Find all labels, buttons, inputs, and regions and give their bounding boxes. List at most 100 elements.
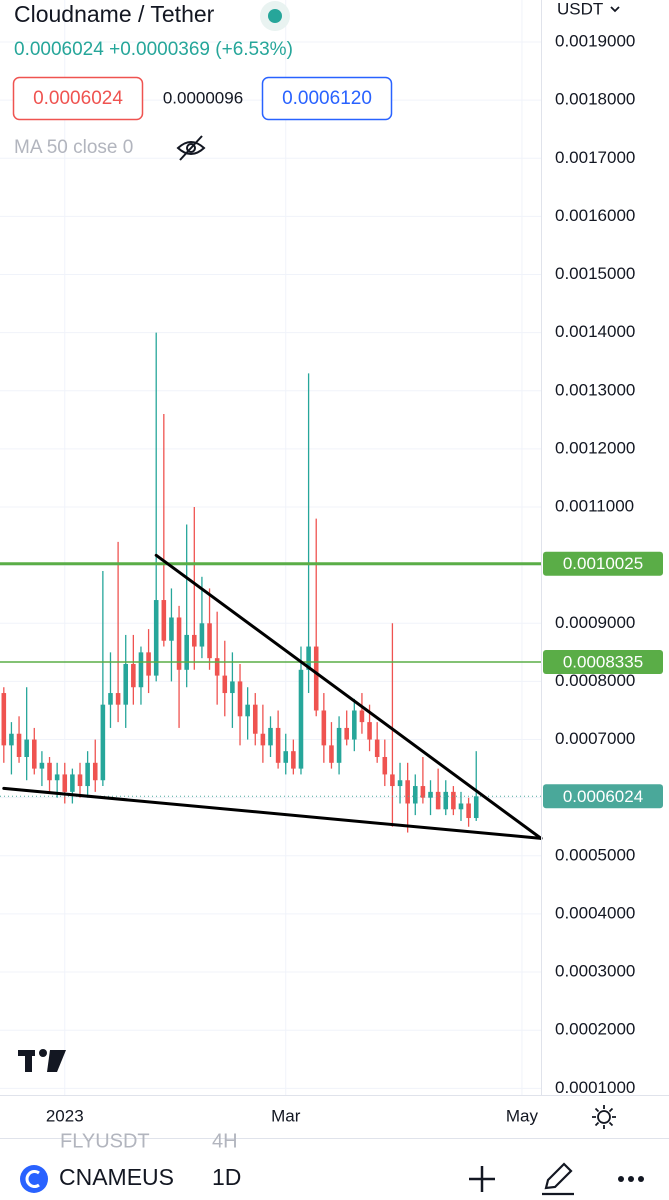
candle-body (123, 663, 129, 705)
candle-body (428, 791, 433, 798)
candle-body (298, 669, 304, 769)
y-tick-label: 0.0004000 (555, 903, 635, 922)
interval[interactable]: 1D (212, 1164, 241, 1190)
y-tick-label: 0.0019000 (555, 32, 635, 51)
y-tick-label: 0.0007000 (555, 729, 635, 748)
last-price-label: 0.0006024 (563, 787, 643, 806)
candles (1, 332, 479, 833)
level-badge (543, 551, 663, 576)
sell-price[interactable]: 0.0006024 (33, 88, 123, 109)
candle-body (85, 762, 90, 787)
buy-price[interactable]: 0.0006120 (282, 88, 372, 109)
candle-body (77, 774, 83, 787)
candle-body (24, 739, 29, 757)
y-tick-label: 0.0003000 (555, 962, 635, 981)
level-badge (543, 649, 663, 674)
candle-body (222, 675, 228, 694)
trendline (154, 553, 543, 840)
pen-icon (544, 1162, 573, 1190)
candle-body (62, 774, 68, 792)
candle-body (16, 733, 22, 757)
status-dot (268, 9, 282, 23)
y-tick-label: 0.0011000 (555, 497, 634, 516)
candle-body (420, 786, 426, 798)
y-tick-label: 0.0018000 (555, 90, 635, 109)
settings-icon[interactable] (592, 1105, 616, 1129)
candle-body (336, 727, 342, 763)
candle-body (153, 600, 159, 676)
ghost-interval: 4H (212, 1130, 238, 1152)
candle-body (9, 733, 14, 746)
candle-body (176, 617, 182, 670)
logo-dot (39, 1049, 47, 1057)
candle-body (169, 617, 174, 641)
overlays (0, 553, 543, 840)
candle-body (473, 796, 479, 819)
indicator-label: MA 50 close 0 (14, 137, 133, 158)
candle-body (207, 623, 212, 659)
candle-body (70, 774, 75, 792)
time-axis: 2023 Mar May (46, 1106, 539, 1125)
currency[interactable]: USDT (557, 0, 603, 18)
candle-body (443, 791, 449, 810)
candle-body (321, 710, 327, 746)
candle-body (313, 646, 319, 711)
candle-body (100, 704, 106, 781)
chart-title: Cloudname / Tether (14, 1, 215, 27)
dot (618, 1176, 624, 1182)
price-axis: 0.0019000 0.0018000 0.0017000 0.0016000 0.00… (555, 32, 635, 1097)
more-button[interactable] (618, 1176, 644, 1182)
y-tick-label: 0.0016000 (555, 206, 635, 225)
level-label: 0.0008335 (563, 652, 643, 671)
grid (0, 0, 541, 1095)
candle-body (412, 786, 418, 804)
dot (638, 1176, 644, 1182)
candle-body (329, 745, 334, 763)
candle-body (237, 681, 243, 717)
quote-line: 0.0006024 +0.0000369 (+6.53%) (14, 39, 293, 60)
candle-body (382, 756, 388, 775)
candle-body (283, 751, 289, 763)
symbol-icon-c (25, 1170, 40, 1188)
candle-body (161, 600, 167, 641)
x-tick-label: Mar (271, 1106, 301, 1125)
add-button[interactable] (469, 1166, 495, 1192)
candle-body (291, 751, 296, 769)
y-tick-label: 0.0009000 (555, 613, 635, 632)
candle-body (344, 727, 349, 740)
eye-pupil (186, 143, 196, 153)
candle-body (184, 634, 189, 670)
candle-body (115, 693, 121, 705)
x-tick-label: 2023 (46, 1106, 84, 1125)
symbol-icon[interactable] (20, 1165, 48, 1193)
y-tick-label: 0.0005000 (555, 845, 635, 864)
symbol[interactable]: CNAMEUS (59, 1164, 174, 1190)
candle-body (458, 803, 464, 810)
candle-body (1, 693, 7, 746)
price-badges: 0.0010025 0.0008335 0.0006024 (543, 551, 663, 809)
y-tick-label: 0.0012000 (555, 438, 635, 457)
draw-button[interactable] (542, 1162, 574, 1196)
trendline (2, 786, 543, 840)
tv-logo (18, 1049, 66, 1072)
candle-body (252, 704, 258, 734)
candle-body (352, 710, 357, 740)
candle-body (108, 693, 113, 705)
x-tick-label: May (506, 1106, 539, 1125)
hide-icon[interactable] (176, 135, 206, 161)
candle-body (192, 634, 197, 647)
candle-body (268, 727, 273, 746)
candle-body (359, 710, 365, 723)
y-tick-label: 0.0013000 (555, 380, 635, 399)
eye-slash (179, 135, 203, 161)
currency-caret (610, 6, 620, 13)
candle-body (374, 739, 380, 757)
candle-body (397, 780, 403, 787)
buy-box[interactable] (261, 76, 393, 121)
candle-body (260, 733, 266, 746)
candle-body (54, 774, 60, 781)
candle-body (230, 681, 235, 694)
sell-box[interactable] (12, 76, 144, 121)
